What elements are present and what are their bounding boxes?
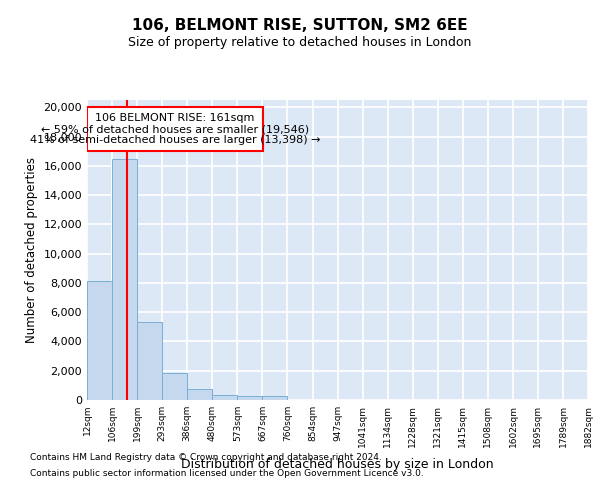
Text: Size of property relative to detached houses in London: Size of property relative to detached ho…	[128, 36, 472, 49]
Text: Contains HM Land Registry data © Crown copyright and database right 2024.: Contains HM Land Registry data © Crown c…	[30, 454, 382, 462]
Text: Contains public sector information licensed under the Open Government Licence v3: Contains public sector information licen…	[30, 468, 424, 477]
Bar	[137, 322, 162, 400]
Y-axis label: Number of detached properties: Number of detached properties	[25, 157, 38, 343]
Bar	[212, 395, 238, 400]
Text: 106, BELMONT RISE, SUTTON, SM2 6EE: 106, BELMONT RISE, SUTTON, SM2 6EE	[132, 18, 468, 32]
Bar	[112, 158, 137, 400]
Text: 41% of semi-detached houses are larger (13,398) →: 41% of semi-detached houses are larger (…	[30, 135, 320, 145]
X-axis label: Distribution of detached houses by size in London: Distribution of detached houses by size …	[181, 458, 494, 471]
Bar	[187, 389, 212, 400]
Bar	[238, 396, 262, 400]
FancyBboxPatch shape	[87, 108, 263, 151]
Bar	[87, 282, 112, 400]
Bar	[162, 373, 187, 400]
Bar	[262, 396, 287, 400]
Text: 106 BELMONT RISE: 161sqm: 106 BELMONT RISE: 161sqm	[95, 114, 255, 124]
Text: ← 59% of detached houses are smaller (19,546): ← 59% of detached houses are smaller (19…	[41, 124, 309, 134]
